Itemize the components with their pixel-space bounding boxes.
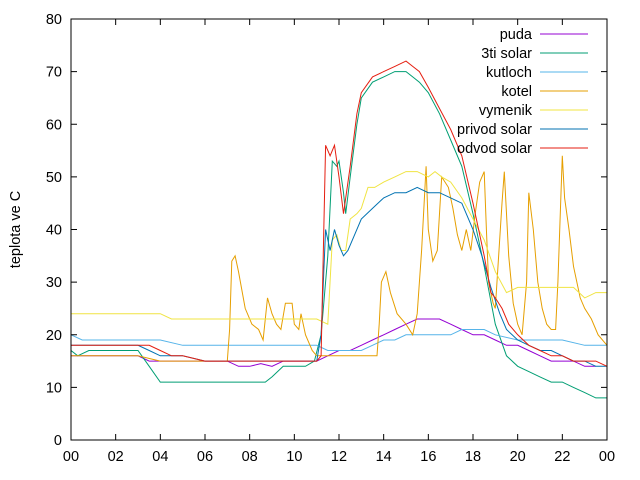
- x-tick-label: 16: [420, 449, 436, 465]
- legend-label: puda: [500, 27, 533, 43]
- series-line-kutloch: [70, 329, 607, 351]
- x-tick-label: 18: [465, 449, 481, 465]
- ticks-layer: 00 02 04 06 08 10 12 14 16 18 20 22 0001020304050607…: [46, 12, 615, 465]
- x-tick-label: 00: [63, 449, 79, 465]
- series-layer: [70, 60, 608, 399]
- series-line-odvod-solar: [71, 60, 608, 367]
- x-tick-label: 06: [197, 449, 213, 465]
- x-tick-label: 00: [599, 449, 615, 465]
- y-tick-label: 70: [46, 65, 62, 81]
- y-tick-label: 40: [46, 223, 62, 239]
- series-line-vymenik: [71, 170, 607, 325]
- y-tick-label: 10: [46, 380, 62, 396]
- legend-label: 3ti solar: [481, 46, 532, 62]
- legend-label: kutloch: [486, 65, 532, 81]
- y-tick-label: 30: [46, 275, 62, 291]
- y-tick-label: 60: [46, 117, 62, 133]
- x-tick-label: 10: [286, 449, 302, 465]
- legend-label: privod solar: [457, 122, 532, 138]
- series-line-kotel: [71, 155, 608, 362]
- legend-label: kotel: [501, 84, 532, 100]
- y-tick-label: 50: [46, 170, 62, 186]
- x-tick-label: 22: [554, 449, 570, 465]
- x-tick-label: 04: [152, 449, 168, 465]
- x-tick-label: 14: [376, 449, 392, 465]
- legend-label: vymenik: [479, 103, 533, 119]
- series-line-3ti-solar: [70, 71, 607, 399]
- x-tick-label: 12: [331, 449, 347, 465]
- y-tick-label: 80: [46, 12, 62, 28]
- x-tick-label: 20: [510, 449, 526, 465]
- legend-label: odvod solar: [457, 141, 532, 157]
- y-axis-title: teplota ve C: [8, 191, 24, 268]
- y-tick-label: 20: [46, 328, 62, 344]
- legend: puda 3ti solar kutloch kotel vymenik privod s…: [457, 27, 588, 157]
- y-tick-label: 0: [54, 433, 62, 449]
- x-tick-label: 08: [242, 449, 258, 465]
- x-tick-label: 02: [108, 449, 124, 465]
